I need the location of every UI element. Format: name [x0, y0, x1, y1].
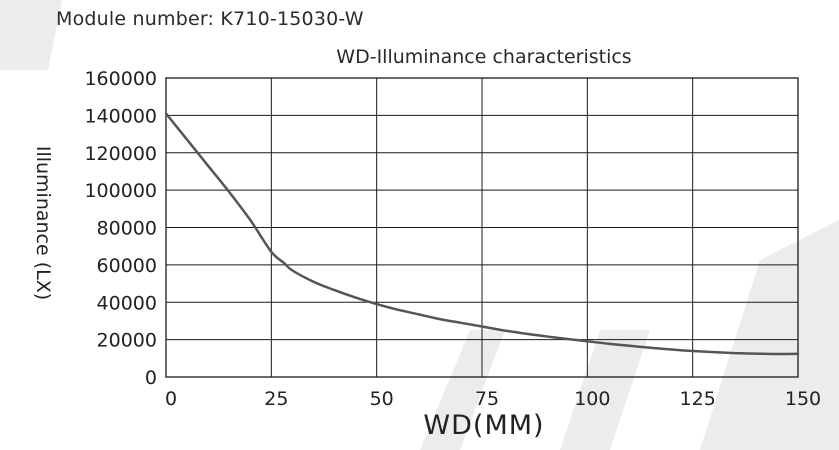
watermark-shape — [0, 0, 62, 70]
y-axis-ticks: 0 20000 40000 60000 80000 100000 120000 140000 1… — [84, 68, 157, 389]
watermark-shape — [560, 330, 650, 450]
x-tick-label: 0 — [165, 388, 177, 410]
plot-frame — [165, 77, 799, 378]
x-tick-label: 100 — [574, 388, 610, 410]
grid — [165, 77, 799, 378]
series-line — [164, 112, 800, 356]
watermark-shape — [700, 220, 839, 450]
module-number-label: Module number: K710-15030-W — [56, 8, 364, 30]
x-tick-label: 150 — [785, 388, 821, 410]
y-tick-label: 120000 — [84, 143, 157, 165]
y-tick-label: 40000 — [97, 292, 157, 314]
y-tick-label: 60000 — [97, 255, 157, 277]
y-tick-label: 0 — [145, 367, 157, 389]
x-tick-label: 25 — [264, 388, 288, 410]
x-tick-label: 125 — [680, 388, 716, 410]
x-axis-ticks: 0 25 50 75 100 125 150 — [165, 388, 821, 410]
y-tick-label: 160000 — [84, 68, 157, 90]
y-tick-label: 140000 — [84, 105, 157, 127]
y-tick-label: 80000 — [97, 218, 157, 240]
chart-title: WD-Illuminance characteristics — [336, 46, 632, 68]
watermark-shape — [420, 330, 505, 450]
y-tick-label: 100000 — [84, 180, 157, 202]
y-tick-label: 20000 — [97, 330, 157, 352]
y-axis-label: Illuminance (LX) — [32, 146, 54, 300]
x-tick-label: 50 — [370, 388, 394, 410]
x-tick-label: 75 — [475, 388, 499, 410]
x-axis-label: WD(MM) — [423, 410, 544, 441]
